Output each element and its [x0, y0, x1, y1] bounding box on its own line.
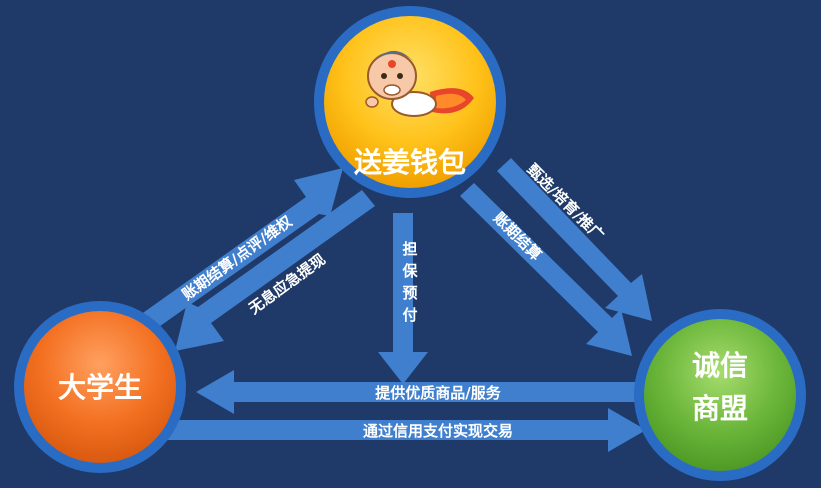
wallet-label: 送姜钱包 — [354, 146, 466, 179]
node-student: 大学生 — [14, 301, 186, 473]
arrows-layer — [140, 158, 652, 452]
mascot-icon — [365, 50, 474, 117]
arrow-guarantee-down — [378, 213, 428, 384]
label-guarantee-2: 保 — [401, 262, 418, 280]
node-wallet: 送姜钱包 — [314, 6, 506, 198]
merchant-label-line2: 商盟 — [692, 392, 748, 425]
arrow-student-to-wallet — [140, 168, 343, 331]
arrow-student-to-merchant — [165, 408, 646, 452]
label-guarantee-3: 预 — [402, 284, 417, 302]
arrow-wallet-to-merchant-outer — [497, 158, 652, 321]
label-guarantee-1: 担 — [402, 240, 417, 258]
arrow-wallet-to-merchant-inner — [460, 183, 632, 356]
merchant-label-line1: 诚信 — [692, 349, 748, 382]
node-merchant: 诚信 商盟 — [634, 309, 806, 481]
merchant-circle — [644, 319, 796, 471]
student-circle — [24, 311, 176, 463]
label-settlement: 账期结算 — [490, 209, 545, 264]
arrow-wallet-to-student — [175, 190, 375, 351]
label-credit-payment: 通过信用支付实现交易 — [363, 422, 513, 440]
student-label: 大学生 — [58, 371, 142, 404]
label-provide-goods: 提供优质商品/服务 — [375, 384, 501, 402]
arrow-merchant-to-student — [196, 370, 640, 414]
label-guarantee-4: 付 — [402, 306, 417, 324]
